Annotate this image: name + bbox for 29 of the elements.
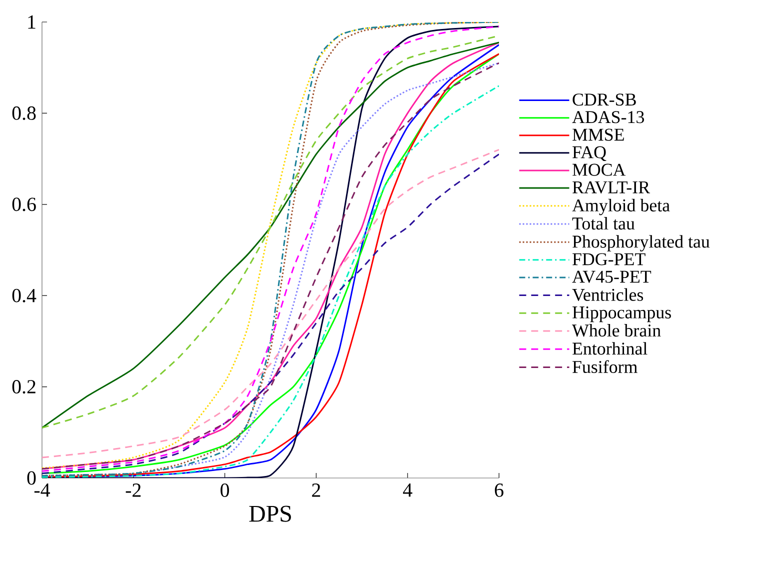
y-tick-label: 0.2: [12, 380, 36, 394]
x-tick-label: -4: [34, 484, 50, 497]
legend-label: Entorhinal: [572, 342, 648, 355]
legend-label: Phosphorylated tau: [572, 235, 710, 252]
y-tick-label: 0.8: [12, 106, 36, 120]
legend-label: Whole brain: [572, 324, 661, 337]
legend-label: MMSE: [572, 128, 624, 141]
x-axis-title: DPS: [249, 506, 291, 522]
legend-label: Amyloid beta: [572, 198, 670, 216]
x-tick-label: -2: [126, 484, 141, 497]
legend-label: Fusiform: [572, 360, 638, 374]
legend-label: Hippocampus: [572, 306, 671, 322]
legend-label: FAQ: [572, 146, 606, 162]
legend-label: MOCA: [572, 164, 626, 176]
y-tick-label: 0.6: [12, 198, 36, 212]
legend-label: FDG-PET: [572, 253, 646, 266]
x-tick-label: 4: [403, 484, 412, 497]
x-tick-label: 0: [220, 484, 230, 497]
legend-label: CDR-SB: [572, 94, 636, 106]
y-tick-label: 0.4: [12, 288, 36, 302]
x-tick-label: 2: [312, 484, 320, 497]
legend-label: RAVLT-IR: [572, 181, 650, 194]
x-tick-label: 6: [494, 484, 504, 497]
y-tick-label: 0: [27, 471, 36, 485]
legend-label: Ventricles: [572, 288, 644, 302]
legend-label: Total tau: [572, 216, 635, 230]
legend-label: ADAS-13: [572, 111, 644, 124]
legend-label: AV45-PET: [572, 270, 652, 283]
y-tick-label: 1: [28, 15, 36, 29]
